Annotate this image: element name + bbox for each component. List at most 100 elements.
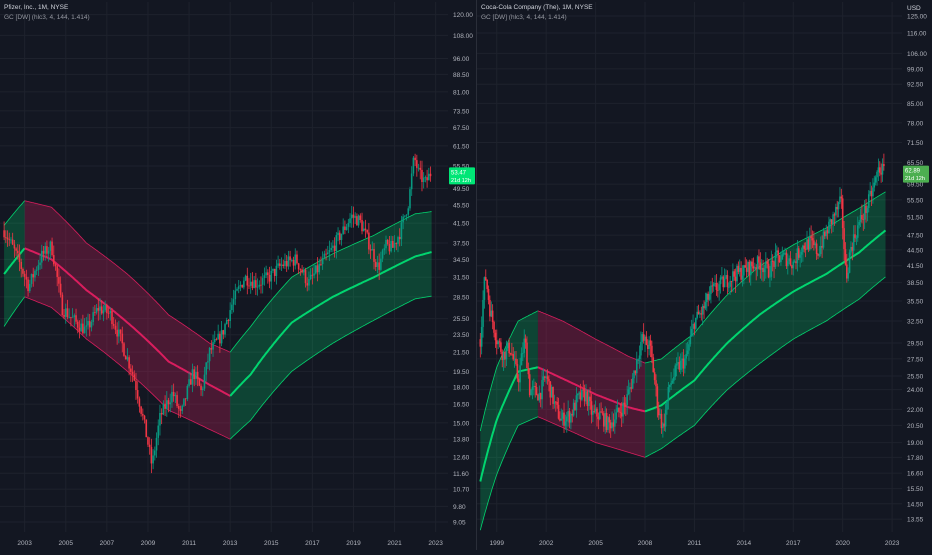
candle-body <box>147 437 149 445</box>
candle-body <box>37 265 40 270</box>
candle-body <box>729 280 731 287</box>
candle-body <box>670 382 672 386</box>
candle-body <box>874 177 877 183</box>
candle-body <box>622 402 624 417</box>
candle-body <box>695 317 697 329</box>
time-tick-label: 2011 <box>687 540 701 547</box>
band-upper-line <box>24 200 231 353</box>
candle-body <box>732 271 734 282</box>
candle-body <box>148 444 151 448</box>
candle-body <box>723 278 726 288</box>
candle-body <box>619 411 622 413</box>
candle-body <box>668 385 671 388</box>
price-tick-label: 9.80 <box>453 504 466 511</box>
candle-body <box>549 381 552 398</box>
candle-body <box>172 391 175 397</box>
candle-body <box>482 299 484 327</box>
candle-body <box>611 422 613 429</box>
candle-body <box>767 263 770 278</box>
candle-body <box>771 260 774 262</box>
last-price-tag: 53.47 21d 12h <box>449 167 475 185</box>
candle-body <box>400 222 403 240</box>
candle-body <box>345 226 348 230</box>
candle-body <box>663 423 666 427</box>
candle-body <box>664 409 667 427</box>
candle-body <box>107 313 110 314</box>
indicator-label[interactable]: GC [DW] (hlc3, 4, 144, 1.414) <box>4 13 90 21</box>
candle-body <box>410 173 413 190</box>
candle-body <box>289 256 291 261</box>
candle-body <box>68 316 70 318</box>
candle-body <box>552 386 554 404</box>
candle-body <box>557 404 560 419</box>
price-tick-label: 9.05 <box>453 519 466 526</box>
candle-body <box>335 235 338 252</box>
candle-body <box>604 413 607 427</box>
symbol-label[interactable]: Coca-Cola Company (The), 1M, NYSE <box>481 4 593 11</box>
candle-body <box>419 167 422 170</box>
candle-body <box>515 358 517 365</box>
indicator-label[interactable]: GC [DW] (hlc3, 4, 144, 1.414) <box>481 13 567 21</box>
candle-body <box>157 425 160 438</box>
candle-body <box>535 387 538 395</box>
last-price-value: 62.89 <box>905 169 921 175</box>
candle-body <box>222 330 225 335</box>
chart-pane-pfizer[interactable]: 120.00 108.00 96.00 88.50 81.00 73.50 67.50 61.… <box>0 0 476 550</box>
candle-body <box>516 364 519 379</box>
candle-body <box>637 359 639 360</box>
candle-body <box>193 369 196 380</box>
candle-body <box>703 305 705 309</box>
candle-body <box>265 272 267 276</box>
price-tick-label: 28.50 <box>453 294 470 301</box>
candle-body <box>316 265 319 273</box>
candle-body <box>578 392 580 394</box>
candle-body <box>627 389 630 395</box>
candle-body <box>770 260 773 277</box>
candle-body <box>126 357 129 360</box>
price-tick-label: 108.00 <box>453 33 473 40</box>
candle-body <box>393 243 396 248</box>
candle-body <box>548 378 550 382</box>
candle-body <box>63 314 65 317</box>
candle-body <box>275 265 278 276</box>
candle-body <box>73 315 76 317</box>
candle-body <box>592 411 594 415</box>
candle-body <box>840 196 843 199</box>
candle-body <box>138 398 141 407</box>
candle-body <box>601 412 604 414</box>
candle-body <box>166 400 168 409</box>
price-tick-label: 22.00 <box>907 407 924 414</box>
candle-body <box>574 402 576 411</box>
candle-body <box>349 218 351 224</box>
currency-label: USD <box>907 5 921 12</box>
candle-body <box>605 413 608 430</box>
price-tick-label: 55.50 <box>453 164 470 171</box>
band-upper-line <box>3 200 25 226</box>
coca-cola-chart-svg[interactable]: 125.00 116.00 106.00 99.00 92.50 85.00 78.00 71… <box>477 0 932 550</box>
candle-body <box>397 236 399 244</box>
candle-body <box>859 215 862 222</box>
candle-body <box>217 333 219 340</box>
candle-body <box>326 252 329 255</box>
price-tick-label: 125.00 <box>907 14 927 21</box>
candles <box>479 153 885 438</box>
price-tick-label: 61.50 <box>453 143 470 150</box>
chart-pane-coca-cola[interactable]: 125.00 116.00 106.00 99.00 92.50 85.00 78.00 71… <box>477 0 932 550</box>
candle-body <box>224 324 226 335</box>
price-tick-label: 20.50 <box>907 423 924 430</box>
candle-body <box>18 253 21 262</box>
candle-body <box>237 286 240 289</box>
candle-body <box>712 283 715 287</box>
band-lower-line <box>537 416 646 458</box>
price-tick-label: 23.50 <box>453 332 470 339</box>
symbol-label[interactable]: Pfizer, Inc., 1M, NYSE <box>4 4 69 11</box>
pfizer-chart-svg[interactable]: 120.00 108.00 96.00 88.50 81.00 73.50 67.50 61.… <box>0 0 476 550</box>
candle-body <box>402 216 404 223</box>
pane-divider[interactable] <box>476 0 477 550</box>
candle-body <box>704 302 707 309</box>
candle-body <box>690 328 693 337</box>
candle-body <box>135 380 137 391</box>
candle-body <box>524 338 527 343</box>
price-axis: 120.00 108.00 96.00 88.50 81.00 73.50 67.50 61.… <box>453 12 473 526</box>
candle-body <box>682 358 685 369</box>
